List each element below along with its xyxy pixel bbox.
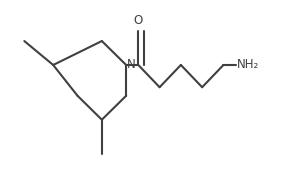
- Text: N: N: [127, 58, 136, 71]
- Text: NH₂: NH₂: [237, 58, 259, 71]
- Text: O: O: [134, 14, 143, 27]
